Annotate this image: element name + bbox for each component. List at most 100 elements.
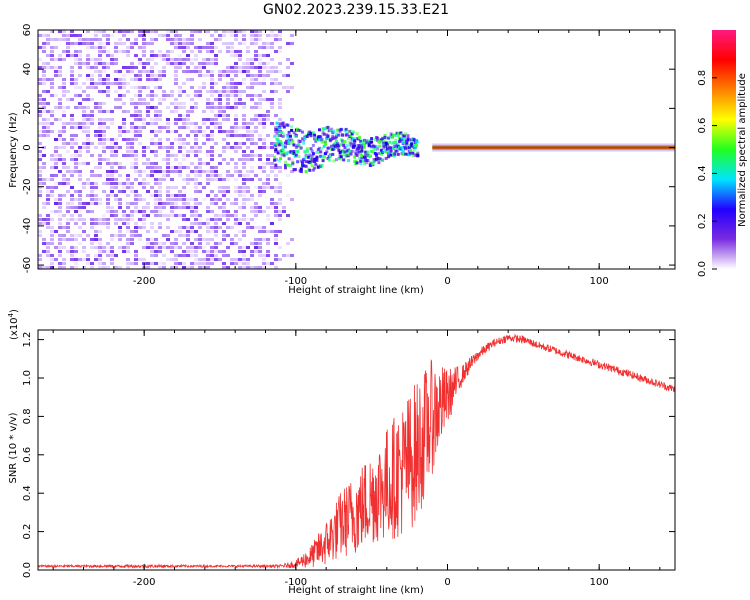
heatmap-cell bbox=[254, 94, 258, 97]
heatmap-cell bbox=[58, 182, 62, 185]
heatmap-cell bbox=[214, 250, 218, 253]
heatmap-cell bbox=[170, 154, 174, 157]
heatmap-cell bbox=[50, 54, 54, 57]
heatmap-cell bbox=[210, 150, 214, 153]
heatmap-cell bbox=[114, 218, 118, 221]
heatmap-cell bbox=[222, 94, 226, 97]
heatmap-cell bbox=[66, 226, 70, 229]
heatmap-cell bbox=[38, 234, 42, 237]
heatmap-cell bbox=[106, 42, 110, 45]
heatmap-cell bbox=[42, 222, 46, 225]
heatmap-cell bbox=[154, 166, 158, 169]
heatmap-cell bbox=[194, 262, 198, 265]
heatmap-cell bbox=[234, 94, 238, 97]
heatmap-cell bbox=[258, 154, 262, 157]
heatmap-cell bbox=[182, 50, 186, 53]
heatmap-cell bbox=[98, 174, 102, 177]
heatmap-cell bbox=[50, 242, 54, 245]
heatmap-cell bbox=[154, 202, 158, 205]
heatmap-cell bbox=[74, 166, 78, 169]
heatmap-cell bbox=[110, 246, 114, 249]
heatmap-cell bbox=[70, 126, 74, 129]
heatmap-cell bbox=[238, 218, 242, 221]
heatmap-cell bbox=[242, 234, 246, 237]
heatmap-cell bbox=[154, 122, 158, 125]
heatmap-cell bbox=[62, 38, 66, 41]
heatmap-cell bbox=[246, 146, 250, 149]
heatmap-cell bbox=[309, 134, 313, 138]
heatmap-cell bbox=[274, 166, 278, 169]
heatmap-cell bbox=[90, 42, 94, 45]
heatmap-cell bbox=[246, 66, 250, 69]
heatmap-cell bbox=[78, 126, 82, 129]
heatmap-cell bbox=[62, 50, 66, 53]
heatmap-cell bbox=[242, 62, 246, 65]
heatmap-cell bbox=[254, 78, 258, 81]
heatmap-cell bbox=[307, 132, 311, 136]
heatmap-cell bbox=[202, 122, 206, 125]
heatmap-cell bbox=[46, 62, 50, 65]
heatmap-cell bbox=[134, 162, 138, 165]
heatmap-cell bbox=[266, 238, 270, 241]
heatmap-cell bbox=[158, 262, 162, 265]
heatmap-cell bbox=[274, 38, 278, 41]
heatmap-cell bbox=[78, 162, 82, 165]
heatmap-cell bbox=[114, 234, 118, 237]
heatmap-cell bbox=[278, 118, 282, 121]
heatmap-cell bbox=[166, 234, 170, 237]
heatmap-cell bbox=[74, 138, 78, 141]
heatmap-cell bbox=[254, 214, 258, 217]
heatmap-cell bbox=[316, 165, 320, 169]
heatmap-cell bbox=[242, 82, 246, 85]
heatmap-cell bbox=[46, 246, 50, 249]
heatmap-cell bbox=[218, 110, 222, 113]
heatmap-cell bbox=[396, 152, 400, 156]
heatmap-cell bbox=[158, 178, 162, 181]
heatmap-cell bbox=[222, 42, 226, 45]
heatmap-cell bbox=[122, 110, 126, 113]
heatmap-cell bbox=[270, 262, 274, 265]
heatmap-cell bbox=[78, 74, 82, 77]
heatmap-cell bbox=[174, 106, 178, 109]
heatmap-cell bbox=[222, 150, 226, 153]
heatmap-cell bbox=[182, 266, 186, 269]
heatmap-cell bbox=[150, 242, 154, 245]
heatmap-cell bbox=[258, 98, 262, 101]
heatmap-cell bbox=[162, 98, 166, 101]
svg-text:(x104): (x104) bbox=[7, 309, 20, 340]
heatmap-cell bbox=[226, 186, 230, 189]
heatmap-cell bbox=[202, 62, 206, 65]
heatmap-cell bbox=[242, 158, 246, 161]
heatmap-cell bbox=[154, 74, 158, 77]
signal-line bbox=[432, 143, 675, 152]
heatmap-cell bbox=[158, 70, 162, 73]
heatmap-cell bbox=[174, 42, 178, 45]
heatmap-cell bbox=[126, 238, 130, 241]
heatmap-cell bbox=[226, 82, 230, 85]
heatmap-cell bbox=[242, 114, 246, 117]
heatmap-cell bbox=[230, 158, 234, 161]
heatmap-cell bbox=[146, 214, 150, 217]
heatmap-cell bbox=[134, 54, 138, 57]
heatmap-cell bbox=[198, 146, 202, 149]
heatmap-cell bbox=[186, 122, 190, 125]
heatmap-cell bbox=[38, 190, 42, 193]
heatmap-cell bbox=[106, 86, 110, 89]
heatmap-cell bbox=[170, 206, 174, 209]
heatmap-cell bbox=[262, 254, 266, 257]
heatmap-cell bbox=[286, 174, 290, 177]
heatmap-cell bbox=[238, 66, 242, 69]
heatmap-cell bbox=[186, 118, 190, 121]
heatmap-cell bbox=[138, 238, 142, 241]
heatmap-cell bbox=[150, 150, 154, 153]
x-tick-label: 100 bbox=[590, 577, 609, 588]
heatmap-cell bbox=[250, 74, 254, 77]
heatmap-cell bbox=[58, 134, 62, 137]
heatmap-cell bbox=[210, 86, 214, 89]
heatmap-cell bbox=[162, 54, 166, 57]
heatmap-cell bbox=[321, 140, 325, 144]
heatmap-cell bbox=[214, 254, 218, 257]
heatmap-cell bbox=[278, 82, 282, 85]
heatmap-cell bbox=[226, 42, 230, 45]
heatmap-cell bbox=[98, 38, 102, 41]
